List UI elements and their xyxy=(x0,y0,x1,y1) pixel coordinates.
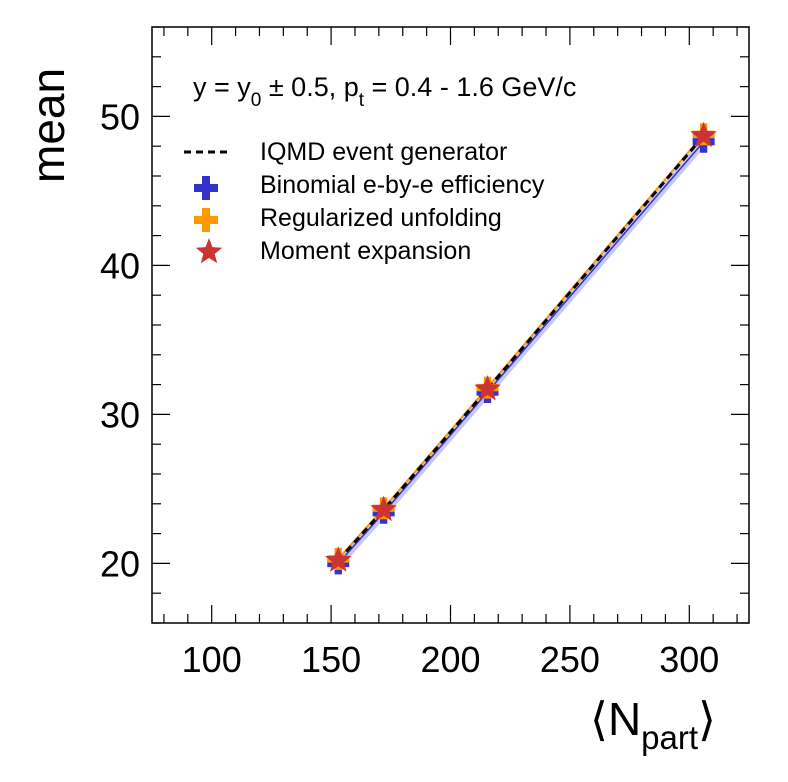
x-tick-label: 300 xyxy=(659,639,719,680)
generator-line xyxy=(337,134,705,562)
legend-generator-label: IQMD event generator xyxy=(260,138,507,166)
legend-moment-label: Moment expansion xyxy=(260,237,471,265)
legend-binomial-swatch xyxy=(194,176,218,200)
legend-unfolding-label: Regularized unfolding xyxy=(260,204,502,232)
moment-point xyxy=(324,546,352,572)
x-axis-label: ⟨Npart⟩ xyxy=(590,693,716,756)
legend: IQMD event generator Binomial e-by-e eff… xyxy=(184,138,545,265)
y-tick-label: 50 xyxy=(100,96,140,137)
x-tick-label: 150 xyxy=(301,639,361,680)
series-lines xyxy=(337,133,705,564)
legend-binomial-label: Binomial e-by-e efficiency xyxy=(260,171,545,199)
x-tick-label: 200 xyxy=(420,639,480,680)
legend-unfolding-swatch xyxy=(194,208,218,232)
moment-point xyxy=(474,375,501,401)
cut-annotation: y = y0 ± 0.5, pt = 0.4 - 1.6 GeV/c xyxy=(193,72,576,111)
tick-labels: 100 150 200 250 300 20 30 40 50 xyxy=(100,96,719,680)
binomial-line xyxy=(337,141,705,564)
legend-moment-swatch xyxy=(195,238,223,264)
y-tick-label: 40 xyxy=(100,245,140,286)
moment-point xyxy=(690,121,717,148)
plot-frame xyxy=(151,26,750,624)
series-markers xyxy=(324,121,717,575)
y-tick-label: 30 xyxy=(100,394,140,435)
y-axis-label: mean xyxy=(22,68,74,183)
axis-ticks xyxy=(152,26,749,624)
x-tick-label: 250 xyxy=(540,639,600,680)
moment-point xyxy=(370,495,397,522)
y-tick-label: 20 xyxy=(100,543,140,584)
x-tick-label: 100 xyxy=(182,639,242,680)
